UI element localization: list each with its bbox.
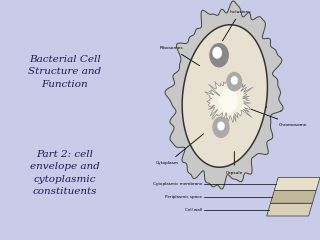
Circle shape <box>213 48 221 58</box>
Polygon shape <box>165 1 283 189</box>
Text: Inclusions: Inclusions <box>222 10 251 41</box>
Text: Cytoplasmic membrane: Cytoplasmic membrane <box>153 182 202 186</box>
Circle shape <box>227 72 242 91</box>
Circle shape <box>213 117 229 137</box>
Text: Ribosomes: Ribosomes <box>160 46 200 66</box>
Polygon shape <box>182 25 268 167</box>
Circle shape <box>231 77 237 84</box>
Text: Cytoplasm: Cytoplasm <box>156 134 204 165</box>
Polygon shape <box>270 190 316 203</box>
Polygon shape <box>274 178 320 190</box>
Text: Part 2: cell
envelope and
cytoplasmic
constituents: Part 2: cell envelope and cytoplasmic co… <box>30 150 100 196</box>
Polygon shape <box>267 203 312 216</box>
Polygon shape <box>205 81 253 126</box>
Text: Capsule: Capsule <box>226 152 243 175</box>
Text: Chromosome: Chromosome <box>250 109 308 127</box>
Text: Bacterial Cell
Structure and
Function: Bacterial Cell Structure and Function <box>28 55 101 89</box>
Circle shape <box>219 89 238 113</box>
Circle shape <box>218 122 224 130</box>
Text: Periplasmic space: Periplasmic space <box>165 195 202 199</box>
Circle shape <box>210 44 228 67</box>
Text: Cell wall: Cell wall <box>185 208 202 212</box>
